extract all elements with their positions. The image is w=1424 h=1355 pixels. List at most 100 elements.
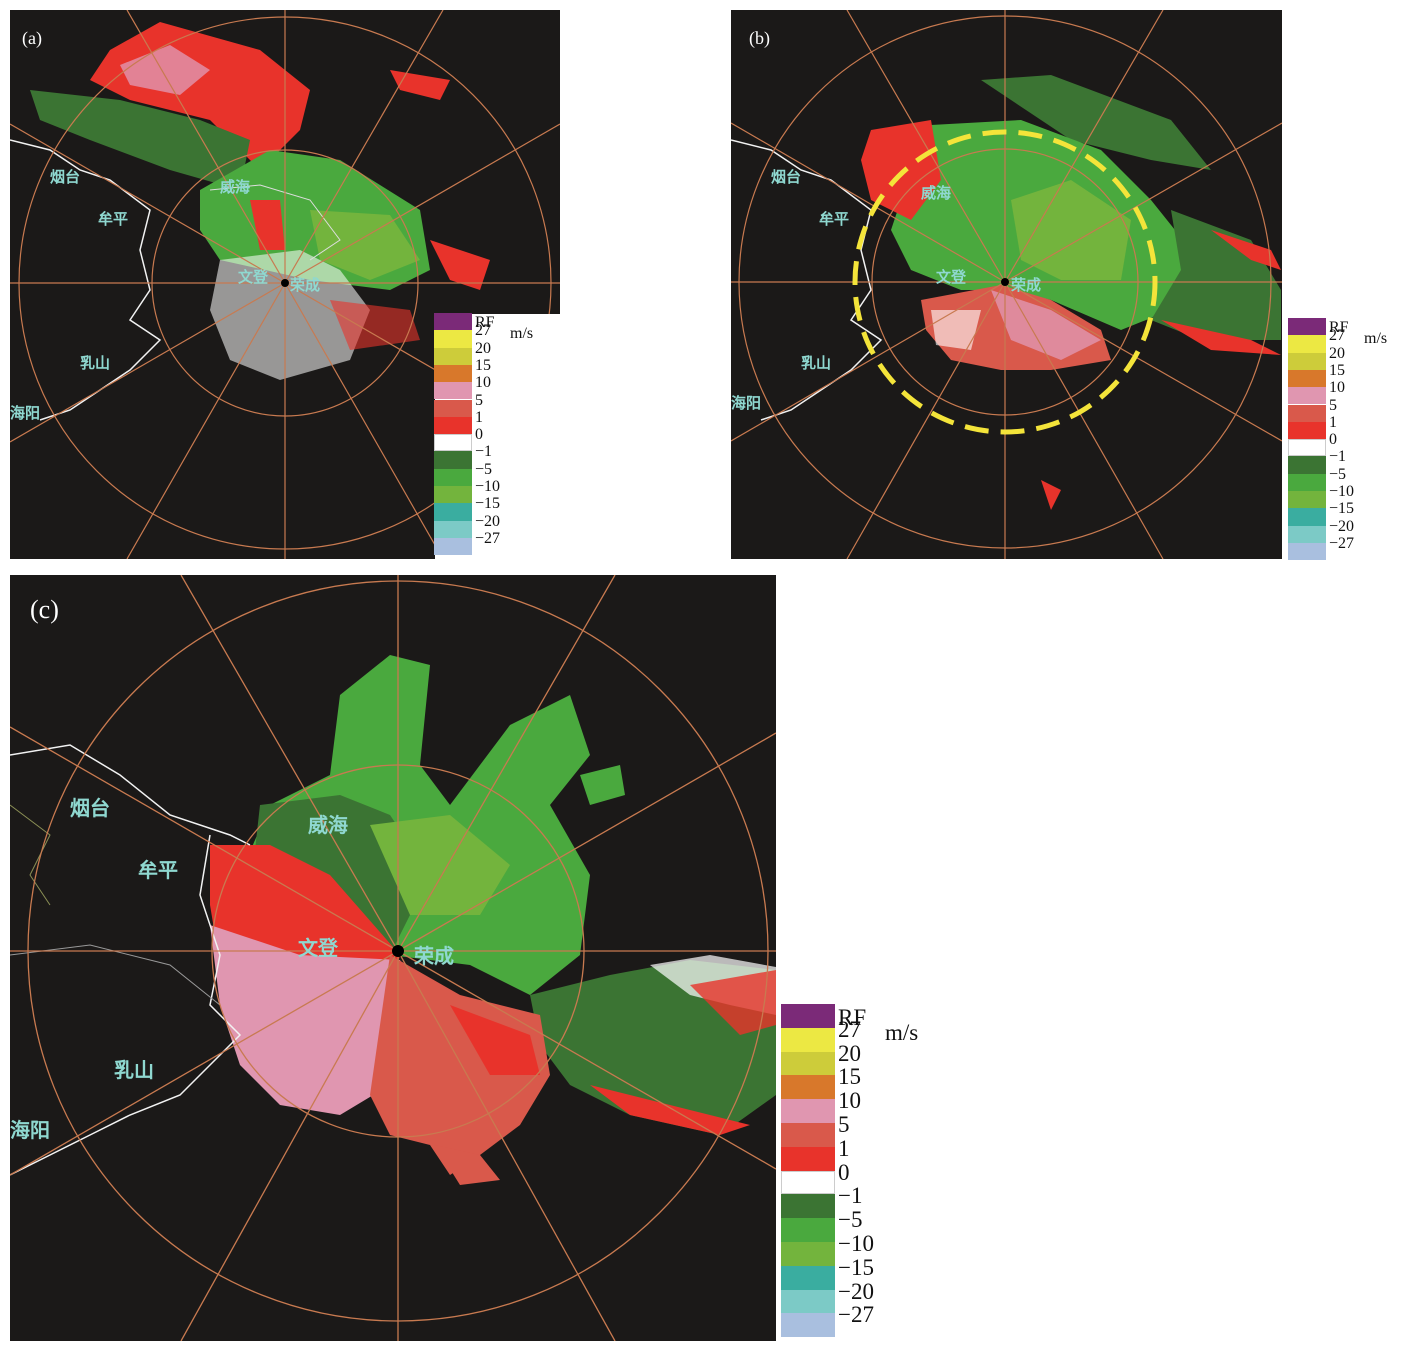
legend-swatch [434,313,472,331]
legend-swatch [781,1242,835,1266]
city-label-haiyang: 海阳 [731,394,761,412]
highlight-circle [852,129,1158,435]
city-label-rongcheng: 荣成 [1010,276,1041,294]
legend-swatch [781,1170,835,1195]
legend-swatch [434,399,472,417]
legend-swatch [434,416,472,435]
legend-label: −27 [475,529,501,547]
legend-unit: m/s [885,1019,919,1045]
radar-panel-a: 烟台 牟平 威海 文登 荣成 乳山 海阳 (a) [10,10,560,559]
city-label-weihai: 威海 [220,178,250,196]
legend-swatch [434,382,472,400]
legend-swatch [781,1194,835,1219]
city-label-wendeng: 文登 [298,936,339,960]
legend-label: −20 [838,1278,874,1304]
panel-label-c: (c) [30,595,59,624]
legend-label: −15 [1329,500,1355,518]
city-label-muping: 牟平 [819,210,849,228]
city-label-rushan: 乳山 [80,354,110,372]
legend-swatch [434,486,472,504]
legend-swatch [1288,473,1326,491]
colorbar-legend-c: RF 27 20 15 10 5 1 0 −1 −5 −10 −15 −20 −27 m/s [781,1004,951,1338]
radar-panel-b: 烟台 牟平 威海 文登 荣成 乳山 海阳 (b) [731,10,1282,559]
legend-swatch [434,434,472,452]
legend-label: −27 [1329,534,1355,552]
legend-swatch [781,1027,835,1052]
legend-label: 1 [838,1135,850,1161]
legend-label: 27 [475,322,491,340]
legend-label: −1 [1329,448,1347,466]
city-label-yantai: 烟台 [70,796,110,820]
legend-label: 5 [838,1112,850,1137]
legend-swatch [434,503,472,521]
legend-swatch [1288,318,1326,336]
legend-label: 1 [1329,413,1337,431]
legend-swatch [1288,542,1326,561]
legend-unit: m/s [510,325,534,343]
legend-swatch [434,451,472,469]
legend-label: 27 [1329,327,1345,345]
legend-label: 15 [838,1064,861,1090]
legend-label: 10 [475,374,491,392]
city-label-weihai: 威海 [308,813,348,837]
colorbar-legend-b: RF 27 20 15 10 5 1 0 −1 −5 −10 −15 −20 −27 m/s [1288,318,1414,561]
legend-label: −1 [475,443,493,461]
city-label-rongcheng: 荣成 [289,276,320,294]
legend-swatch [1288,404,1326,422]
legend-label: −20 [475,512,501,530]
legend-swatch [1288,369,1326,388]
legend-swatch [1288,421,1326,440]
city-label-yantai: 烟台 [771,168,801,186]
legend-label: −5 [475,460,493,478]
legend-swatch [781,1218,835,1242]
legend-swatch [781,1289,835,1314]
legend-label: 0 [838,1159,850,1185]
legend-swatch [434,364,472,383]
city-label-weihai: 威海 [921,184,951,202]
legend-swatch [781,1265,835,1290]
legend-swatch [781,1123,835,1147]
legend-label: −5 [838,1207,863,1233]
radar-image-b: 烟台 牟平 威海 文登 荣成 乳山 海阳 [731,10,1282,559]
legend-label: 20 [475,339,491,357]
legend-swatch [434,330,472,348]
legend-label: 10 [1329,379,1345,397]
legend-swatch [781,1051,835,1076]
legend-label: −5 [1329,465,1347,483]
legend-swatch [781,1004,835,1028]
legend-swatch [781,1075,835,1100]
legend-label: −10 [1329,483,1355,500]
legend-swatch [1288,525,1326,543]
legend-swatch [434,347,472,365]
legend-label: 15 [1329,361,1345,379]
legend-swatch [434,537,472,556]
city-label-rongcheng: 荣成 [413,944,454,968]
legend-swatch [1288,387,1326,405]
legend-label: −20 [1329,517,1355,535]
colorbar-legend-a: RF 27 20 15 10 5 1 0 −1 −5 −10 −15 −20 −27 m/s [434,313,560,556]
city-label-haiyang: 海阳 [10,404,40,422]
legend-label: RF [838,1005,867,1030]
panel-label-a: (a) [22,28,42,48]
legend-swatch [1288,491,1326,509]
legend-label: RF [475,314,495,331]
city-label-haiyang: 海阳 [10,1118,50,1142]
legend-label: −10 [475,478,501,495]
city-label-muping: 牟平 [138,858,178,882]
radar-panel-c: 烟台 牟平 威海 文登 荣成 乳山 海阳 (c) [10,575,776,1341]
legend-label: 0 [1329,431,1337,449]
legend-label: 5 [1329,396,1337,414]
legend-label: RF [1329,319,1349,336]
legend-label: 20 [838,1040,861,1066]
city-label-muping: 牟平 [98,210,128,228]
legend-label: 15 [475,356,491,374]
legend-label: −1 [838,1183,863,1209]
city-label-wendeng: 文登 [238,268,269,286]
legend-swatch [1288,456,1326,474]
panel-label-b: (b) [749,28,770,48]
legend-label: 0 [475,426,483,444]
city-label-wendeng: 文登 [936,268,967,286]
city-label-rushan: 乳山 [114,1058,154,1082]
radar-image-c: 烟台 牟平 威海 文登 荣成 乳山 海阳 [10,575,776,1341]
legend-unit: m/s [1364,330,1388,348]
